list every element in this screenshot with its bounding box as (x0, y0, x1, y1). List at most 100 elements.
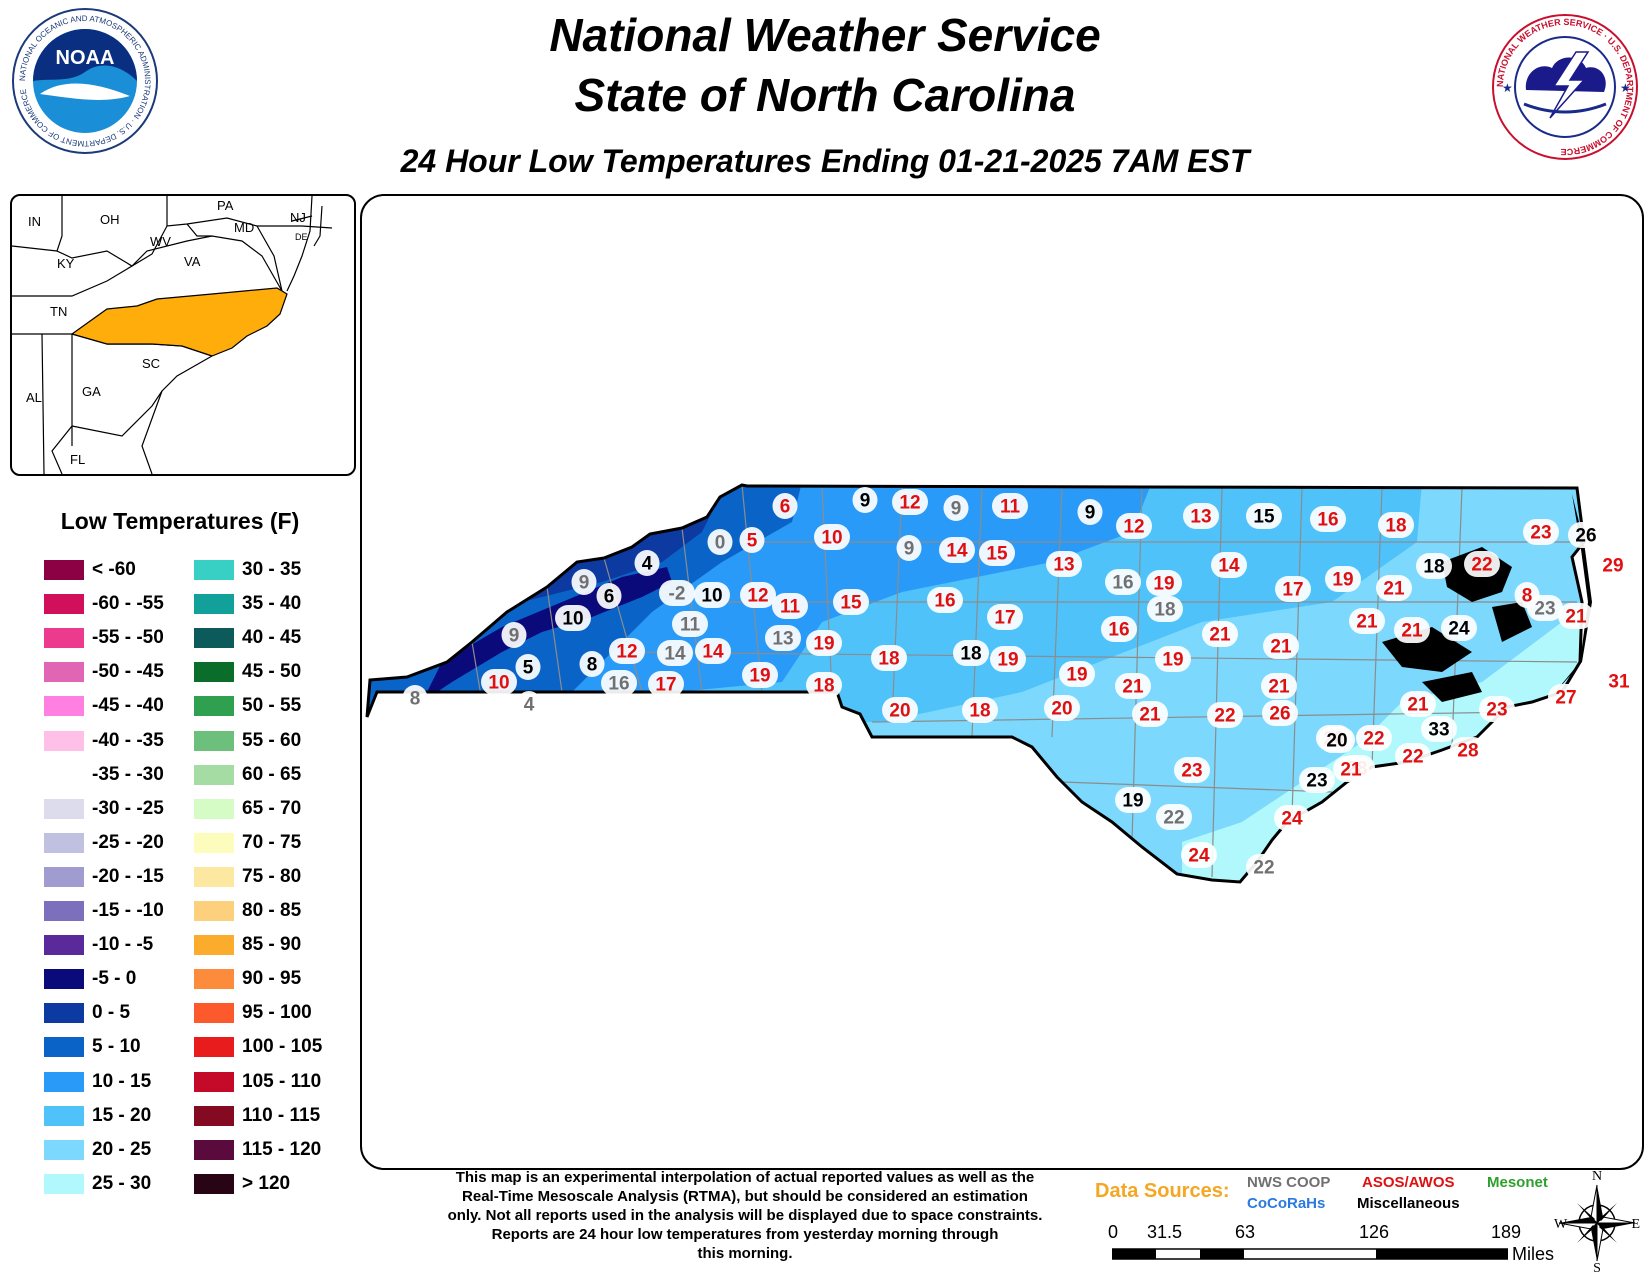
station-reading: 28 (1450, 737, 1486, 763)
station-reading: 4 (516, 691, 542, 717)
legend-swatch (194, 1139, 234, 1160)
station-temp-label: 16 (1317, 510, 1338, 531)
legend-label: 5 - 10 (92, 1036, 141, 1058)
station-reading: 6 (596, 583, 622, 609)
station-marker-bg (1394, 617, 1430, 643)
station-reading: -2 (659, 580, 695, 606)
station-temp-label: 12 (899, 493, 920, 514)
legend-label: 0 - 5 (92, 1002, 131, 1024)
station-temp-label: 23 (1181, 761, 1202, 782)
station-temp-label: 15 (1253, 507, 1275, 528)
station-reading: 10 (694, 582, 730, 608)
legend-label: -5 - 0 (92, 968, 137, 990)
station-temp-label: 23 (1534, 599, 1555, 620)
station-reading: 33 (1421, 716, 1457, 742)
legend-swatch (44, 696, 84, 717)
legend-item: 100 - 105 (194, 1034, 322, 1060)
legend-item: 30 - 35 (194, 557, 301, 583)
legend-title: Low Temperatures (F) (60, 508, 300, 534)
station-marker-bg (1464, 551, 1500, 577)
station-marker-bg (1115, 673, 1151, 699)
station-marker-bg (1207, 702, 1243, 728)
legend-item: 40 - 45 (194, 625, 301, 651)
station-marker-bg (634, 550, 660, 576)
station-temp-label: 11 (780, 597, 801, 618)
station-temp-label: 18 (813, 676, 834, 697)
station-marker-bg (672, 611, 708, 637)
station-reading: 17 (987, 604, 1023, 630)
nws-logo: NATIONAL WEATHER SERVICE · U.S. DEPARTME… (1492, 14, 1638, 160)
station-reading: 23 (1479, 696, 1515, 722)
legend-item: -40 - -35 (44, 728, 164, 754)
station-marker-bg (1156, 804, 1192, 830)
inset-label-md: MD (234, 220, 254, 235)
station-temp-label: 6 (604, 587, 615, 608)
station-marker-bg (1211, 552, 1247, 578)
station-reading: 19 (1146, 570, 1182, 596)
map-subtitle: 24 Hour Low Temperatures Ending 01-21-20… (400, 143, 1250, 179)
station-marker-bg (739, 527, 765, 553)
station-marker-bg (657, 640, 693, 666)
station-marker-bg (1146, 570, 1182, 596)
disclaimer-text: This map is an experimental interpolatio… (405, 1168, 1085, 1263)
station-marker-bg (1181, 842, 1217, 868)
station-marker-bg (694, 582, 730, 608)
legend-item: -15 - -10 (44, 898, 164, 924)
legend-label: 110 - 115 (242, 1104, 321, 1126)
legend-label: 65 - 70 (242, 797, 302, 819)
scale-tick-label: 126 (1359, 1222, 1390, 1242)
legend-swatch (194, 1003, 234, 1024)
station-temp-label: 18 (1423, 557, 1444, 578)
station-reading: 19 (806, 630, 842, 656)
station-marker-bg (1115, 787, 1151, 813)
station-marker-bg (1174, 757, 1210, 783)
compass-n: N (1592, 1169, 1602, 1184)
compass-s: S (1593, 1261, 1601, 1273)
station-temp-label: 21 (1268, 677, 1290, 698)
inset-label-ky: KY (57, 256, 75, 271)
legend-item: 50 - 55 (194, 693, 301, 719)
station-temp-label: 9 (951, 499, 962, 520)
station-temp-label: 13 (1053, 555, 1074, 576)
station-temp-label: 22 (1402, 747, 1423, 768)
north-carolina-highlight (70, 287, 288, 357)
legend-swatch (194, 1173, 234, 1194)
station-temp-label: 18 (1385, 516, 1406, 537)
legend-label: -35 - -30 (92, 763, 164, 785)
station-reading: 12 (740, 582, 776, 608)
station-temp-label: -2 (669, 584, 686, 605)
station-temp-label: 9 (904, 539, 915, 560)
station-reading: 21 (1558, 603, 1594, 629)
noaa-wordmark: NOAA (56, 47, 115, 69)
station-reading: 13 (1183, 503, 1219, 529)
legend-swatch (44, 1139, 84, 1160)
station-temp-label: 11 (680, 615, 701, 636)
station-reading: 18 (1147, 596, 1183, 622)
station-temp-label: 10 (488, 673, 509, 694)
legend-item: > 120 (194, 1171, 290, 1197)
legend-label: < -60 (92, 559, 136, 580)
station-temp-label: 21 (1270, 637, 1292, 658)
legend-label: 85 - 90 (242, 934, 302, 956)
legend-item: -10 - -5 (44, 932, 153, 958)
scale-tick-label: 189 (1491, 1222, 1522, 1242)
station-reading: 14 (1211, 552, 1247, 578)
legend-item: -35 - -30 (44, 762, 164, 788)
station-marker-bg (1246, 503, 1282, 529)
legend-label: 90 - 95 (242, 968, 302, 990)
station-marker-bg (1116, 513, 1152, 539)
legend-item: 0 - 5 (44, 1000, 130, 1026)
legend-item: -50 - -45 (44, 659, 164, 685)
station-marker-bg (852, 487, 878, 513)
inset-label-sc: SC (142, 356, 160, 371)
station-temp-label: 31 (1608, 672, 1630, 693)
station-reading: 19 (990, 646, 1026, 672)
station-temp-label: 17 (655, 675, 676, 696)
station-reading: 11 (772, 593, 808, 619)
station-reading: 8 (579, 651, 605, 677)
station-reading: 15 (833, 589, 869, 615)
station-marker-bg (1450, 737, 1486, 763)
star-icon: ★ (1620, 81, 1631, 95)
station-reading: 14 (657, 640, 693, 666)
station-temp-label: 8 (1522, 586, 1533, 607)
